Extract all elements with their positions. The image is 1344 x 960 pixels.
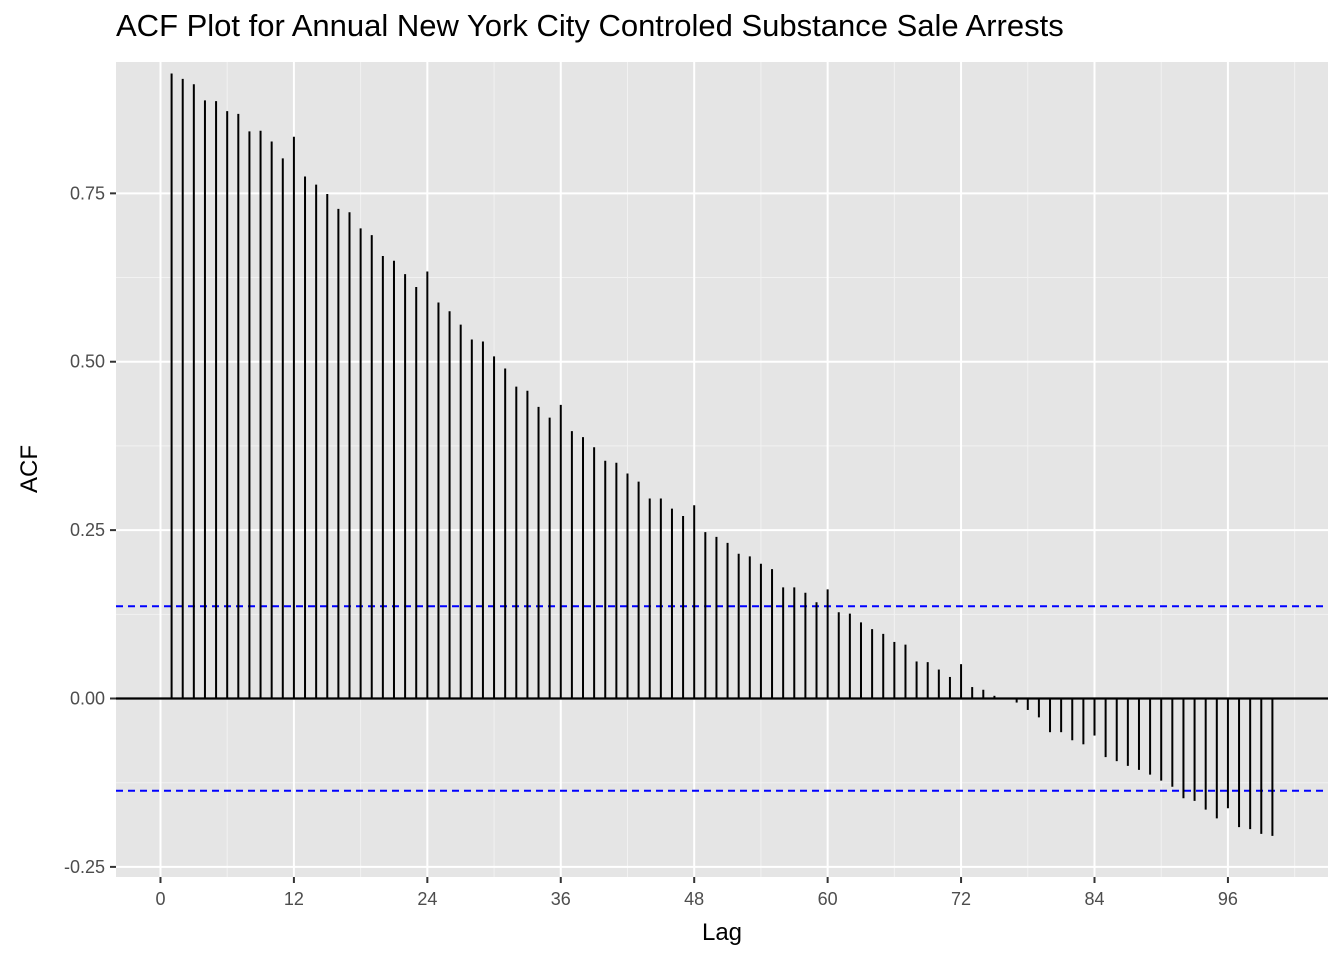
x-tick-label: 12: [284, 889, 304, 909]
y-tick-label: 0.50: [70, 352, 105, 372]
confidence-bounds: [116, 605, 1328, 792]
acf-spikes: [170, 73, 1274, 836]
x-axis: 0 12 24 36 48 60 72 84 96: [155, 877, 1238, 909]
x-tick-label: 96: [1218, 889, 1238, 909]
y-tick-label: 0.00: [70, 689, 105, 709]
x-tick-label: 24: [417, 889, 437, 909]
y-axis-title: ACF: [16, 445, 43, 493]
x-axis-title: Lag: [702, 919, 742, 946]
chart-title: ACF Plot for Annual New York City Contro…: [116, 8, 1064, 43]
x-tick-label: 60: [818, 889, 838, 909]
y-tick-label: 0.75: [70, 183, 105, 203]
x-tick-label: 0: [155, 889, 165, 909]
y-axis: -0.25 0.00 0.25 0.50 0.75: [64, 183, 116, 877]
y-tick-label: -0.25: [64, 857, 105, 877]
x-tick-label: 36: [551, 889, 571, 909]
x-tick-label: 84: [1084, 889, 1104, 909]
y-tick-label: 0.25: [70, 520, 105, 540]
plot-panel: [116, 62, 1328, 877]
x-tick-label: 48: [684, 889, 704, 909]
x-tick-label: 72: [951, 889, 971, 909]
